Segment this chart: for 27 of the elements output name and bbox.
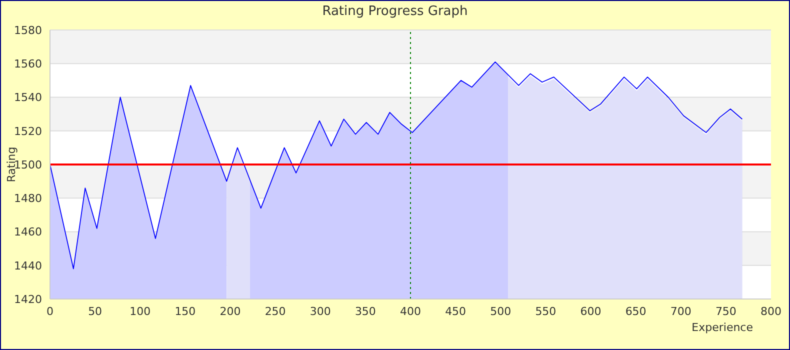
- y-tick-label: 1520: [14, 124, 42, 138]
- x-tick-label: 650: [625, 304, 646, 318]
- x-tick-label: 450: [445, 304, 466, 318]
- y-tick-label: 1540: [14, 91, 42, 104]
- x-tick-label: 150: [174, 304, 196, 318]
- y-tick-label: 1440: [14, 259, 42, 272]
- x-tick-label: 600: [580, 304, 602, 318]
- chart-title: Rating Progress Graph: [321, 4, 469, 19]
- y-tick-label: 1420: [14, 292, 42, 306]
- x-axis-title: Experience: [692, 321, 754, 334]
- x-tick-label: 300: [310, 304, 331, 318]
- y-tick-label: 1460: [14, 226, 42, 239]
- x-tick-label: 200: [220, 304, 241, 318]
- x-tick-label: 800: [760, 304, 782, 318]
- x-tick-label: 100: [130, 304, 151, 318]
- x-tick-label: 500: [490, 304, 512, 318]
- x-tick-label: 0: [46, 304, 54, 318]
- x-tick-label: 700: [670, 304, 692, 318]
- y-tick-label: 1580: [14, 24, 42, 37]
- x-tick-label: 750: [715, 304, 736, 318]
- x-tick-label: 400: [400, 304, 421, 318]
- x-tick-label: 550: [535, 304, 556, 318]
- y-tick-label: 1480: [14, 192, 42, 206]
- y-tick-label: 1560: [14, 58, 42, 71]
- x-tick-label: 350: [354, 304, 376, 318]
- x-tick-label: 250: [264, 304, 286, 318]
- x-tick-label: 50: [88, 304, 102, 318]
